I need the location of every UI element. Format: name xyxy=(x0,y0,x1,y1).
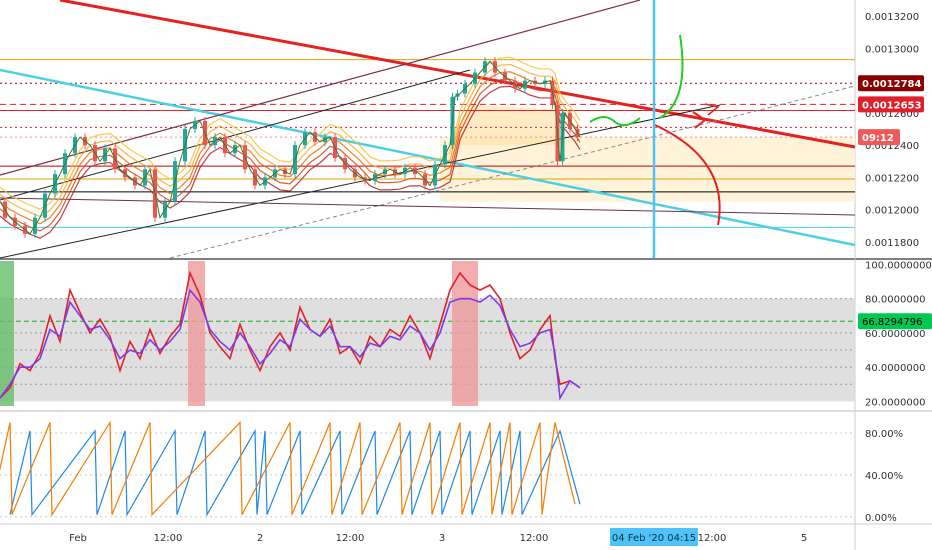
ma-ribbon-3 xyxy=(0,63,581,218)
ma-ribbon-1 xyxy=(0,78,581,232)
oscillator-badge-label: 66.8294796 xyxy=(862,317,922,328)
price-tick-label: 0.0012200 xyxy=(865,173,919,184)
oscillator-badge xyxy=(858,313,932,330)
x-tick-label: 12:00 xyxy=(336,533,365,544)
oscillator-zone-1 xyxy=(188,261,205,406)
price-badge-label: 0.0012784 xyxy=(862,79,922,90)
price-tick-label: 0.0011800 xyxy=(865,238,919,249)
oscillator-tick-label: 20.0000000 xyxy=(865,397,925,408)
x-tick-label: 5 xyxy=(801,533,807,544)
red-chevron xyxy=(692,111,707,129)
cycle-tick-label: 0.00% xyxy=(865,513,897,524)
green-arrow xyxy=(659,34,684,119)
oscillator-zone-0 xyxy=(0,261,14,406)
price-badge xyxy=(858,96,924,113)
cursor-date-label: 04 Feb '20 04:15 xyxy=(612,533,696,544)
price-line xyxy=(0,60,581,235)
ribbon-fill xyxy=(450,104,560,146)
price-tick-label: 0.0013000 xyxy=(865,44,919,55)
ma-ribbon-2 xyxy=(0,71,581,225)
channel-lower xyxy=(0,104,721,259)
cycle-series-1 xyxy=(0,420,576,517)
x-tick-label: Feb xyxy=(69,533,87,544)
price-tick-label: 0.0013200 xyxy=(865,12,919,23)
price-tick-label: 0.0012400 xyxy=(865,141,919,152)
cyan-trendline xyxy=(0,68,856,247)
x-tick-label: 3 xyxy=(439,533,445,544)
cursor-date-badge xyxy=(610,528,698,546)
price-tick-label: 0.0012600 xyxy=(865,109,919,120)
ma-ribbon-0 xyxy=(0,85,581,239)
cycle-pane[interactable] xyxy=(0,420,855,518)
shaded-zone xyxy=(440,137,855,202)
price-pane[interactable] xyxy=(0,0,856,259)
price-tick-label: 0.0012000 xyxy=(865,206,919,217)
red-arrow xyxy=(654,124,721,226)
x-tick-label: 12:00 xyxy=(520,533,549,544)
green-scribble xyxy=(589,116,641,127)
price-badge xyxy=(858,75,924,92)
red-chevron-2 xyxy=(704,103,720,116)
price-badge-label: 0.0012653 xyxy=(862,100,922,111)
price-badge xyxy=(858,129,900,146)
oscillator-pane[interactable] xyxy=(0,261,855,410)
oscillator-tick-label: 80.0000000 xyxy=(865,295,925,306)
oscillator-tick-label: 60.0000000 xyxy=(865,329,925,340)
channel-upper xyxy=(0,0,641,176)
cycle-tick-label: 40.00% xyxy=(865,471,903,482)
oscillator-tick-label: 100.0000000 xyxy=(865,260,932,271)
x-tick-label: 12:00 xyxy=(698,533,727,544)
price-badge-label: 09:12 xyxy=(862,133,894,144)
oscillator-series-0 xyxy=(0,270,581,399)
purple-baseline xyxy=(0,197,856,216)
cycle-tick-label: 80.00% xyxy=(865,429,903,440)
x-tick-label: 2 xyxy=(257,533,263,544)
x-tick-label: 12:00 xyxy=(154,533,183,544)
dashed-trendline xyxy=(169,85,856,259)
oscillator-series-1 xyxy=(0,288,581,401)
axes: 0.00132000.00130000.00128000.00126000.00… xyxy=(69,12,932,546)
oscillator-tick-label: 40.0000000 xyxy=(865,363,925,374)
oscillator-zone-2 xyxy=(452,261,478,406)
